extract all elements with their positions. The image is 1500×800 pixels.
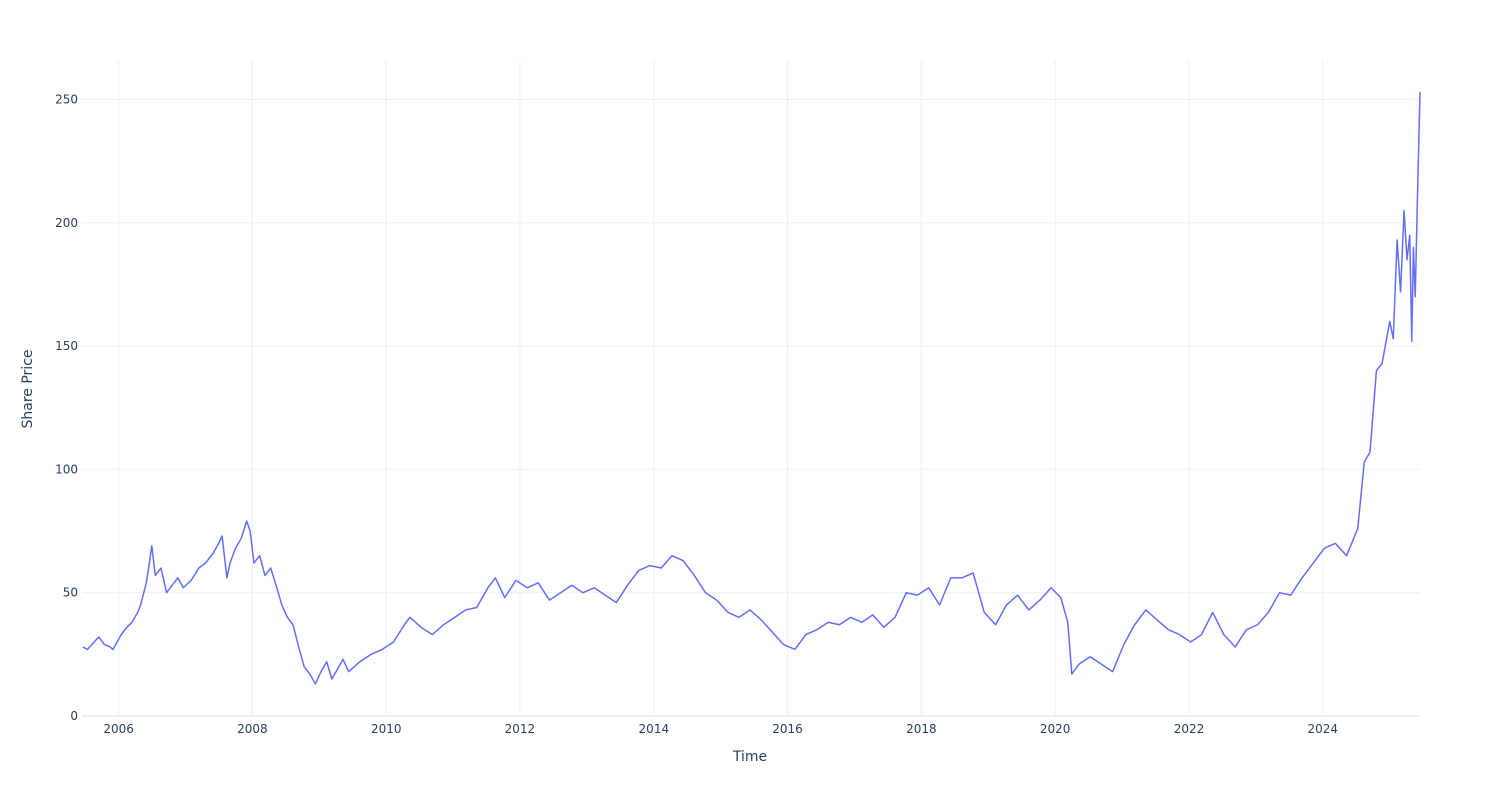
x-tick-label: 2010 — [371, 722, 402, 736]
x-tick-labels: 2006 2008 2010 2012 2014 2016 2018 2020 2022 2024 — [103, 722, 1338, 736]
x-axis-title: Time — [732, 749, 767, 765]
x-tick-label: 2016 — [772, 722, 803, 736]
share-price-line — [82, 92, 1421, 685]
x-tick-label: 2012 — [505, 722, 536, 736]
x-tick-label: 2008 — [237, 722, 268, 736]
y-tick-labels: 0 50 100 150 200 250 — [55, 92, 78, 723]
x-tick-label: 2024 — [1307, 722, 1338, 736]
y-gridlines — [82, 98, 1420, 717]
x-tick-label: 2020 — [1040, 722, 1071, 736]
y-tick-label: 50 — [63, 586, 78, 600]
series-lines — [82, 92, 1421, 685]
y-tick-label: 100 — [55, 462, 78, 476]
y-tick-label: 250 — [55, 92, 78, 106]
x-tick-label: 2018 — [906, 722, 937, 736]
y-tick-label: 0 — [70, 709, 78, 723]
x-tick-label: 2006 — [103, 722, 134, 736]
y-tick-label: 200 — [55, 216, 78, 230]
x-tick-label: 2022 — [1174, 722, 1205, 736]
y-axis-title: Share Price — [20, 349, 36, 428]
x-tick-label: 2014 — [639, 722, 670, 736]
x-gridlines — [118, 60, 1324, 716]
y-tick-label: 150 — [55, 339, 78, 353]
